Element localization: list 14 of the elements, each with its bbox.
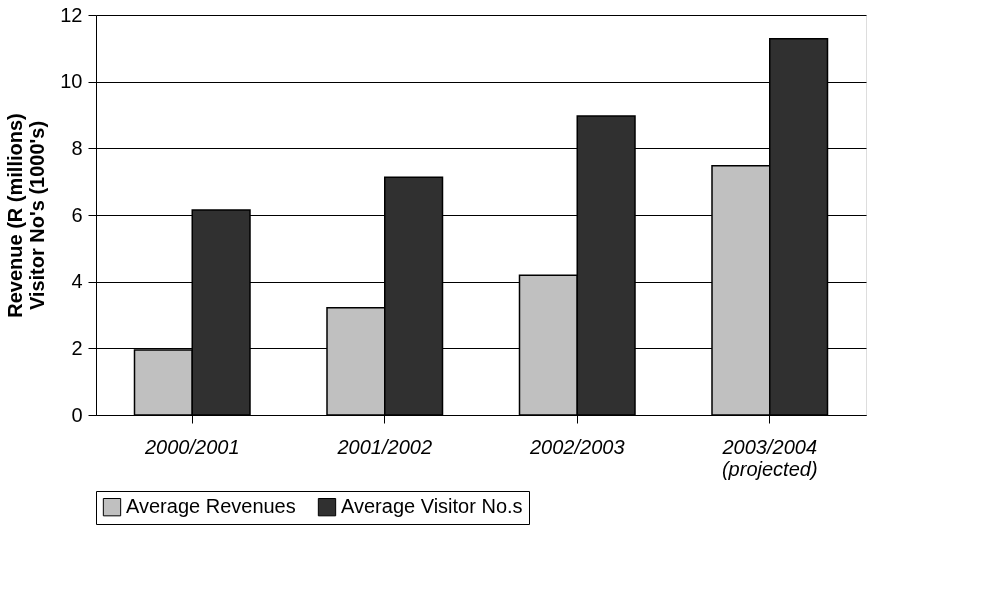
y-axis-title: Revenue (R (millions) Visitor No's (1000's): [4, 113, 49, 318]
legend-label: Average Revenues: [126, 495, 296, 518]
x-tick-label: 2002/2003: [528, 435, 625, 458]
x-tick-label: 2003/2004 (projected): [721, 435, 818, 480]
x-tick-label: 2001/2002: [336, 435, 433, 458]
y-tick-label: 10: [60, 70, 83, 93]
y-tick-label: 12: [60, 3, 83, 26]
x-tick-label: 2000/2001: [143, 435, 240, 458]
y-tick-label: 0: [71, 403, 83, 426]
legend-label: Average Visitor No.s: [341, 495, 523, 518]
y-tick-label: 2: [71, 336, 83, 359]
y-tick-label: 6: [71, 203, 83, 226]
y-tick-label: 4: [71, 270, 83, 293]
y-tick-label: 8: [71, 136, 83, 159]
